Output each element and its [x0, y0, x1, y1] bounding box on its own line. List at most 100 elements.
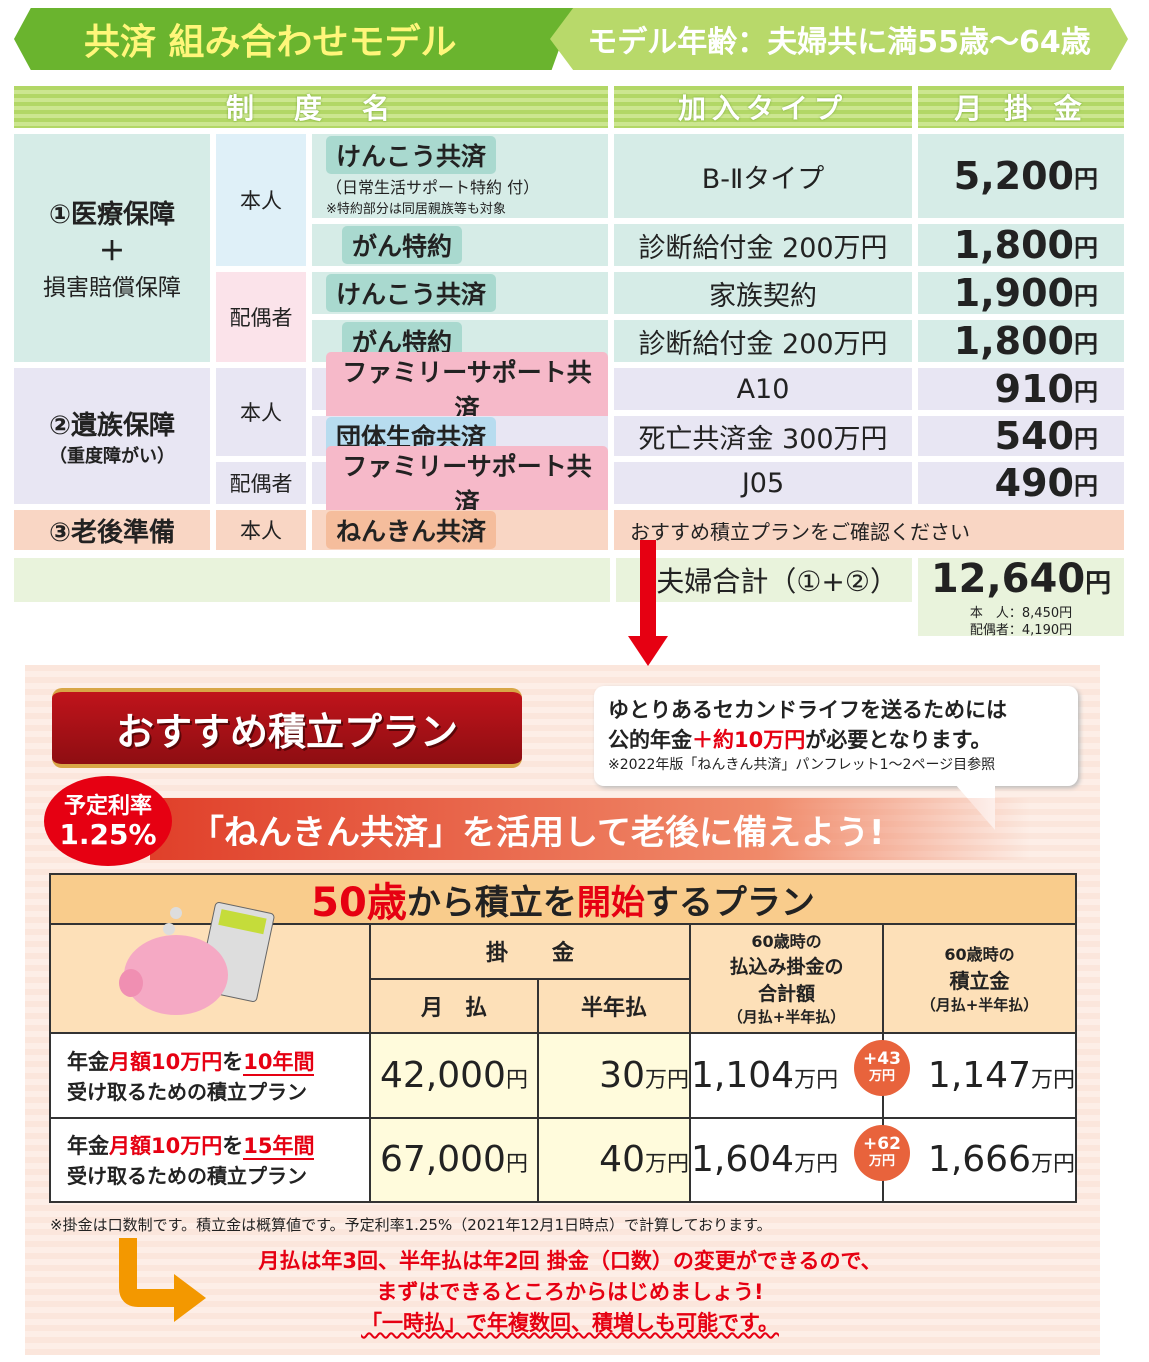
bubble-highlight: ＋約10万円	[692, 728, 806, 752]
group-label: ①医療保障	[48, 200, 175, 230]
speech-bubble: ゆとりあるセカンドライフを送るためには 公的年金＋約10万円が必要となります。 …	[594, 686, 1078, 786]
header-monthly: 月 掛 金	[918, 86, 1124, 128]
unit: 万円	[1030, 1152, 1075, 1178]
amount: 1,800	[953, 319, 1074, 363]
unit: 万円	[644, 1152, 689, 1178]
col-total: 60歳時の 払込み掛金の 合計額 （月払+半年払）	[689, 923, 884, 1035]
value: 1,104	[691, 1055, 795, 1097]
arrow-down-icon	[640, 540, 656, 636]
plan-note: （日常生活サポート特約 付）	[326, 178, 540, 197]
desc-part: 年金	[67, 1134, 109, 1159]
amount: 910	[994, 367, 1074, 411]
plan-cell: ファミリーサポート共済	[312, 446, 608, 520]
ribbon-banner: おすすめ積立プラン	[52, 688, 522, 768]
type-cell: 診断給付金 200万円	[614, 224, 912, 266]
unit: 円	[505, 1152, 528, 1178]
slogan-band	[150, 798, 1030, 860]
value: 1,147	[927, 1055, 1031, 1097]
unit: 円	[1074, 164, 1098, 193]
desc-line: 受け取るための積立プラン	[67, 1080, 307, 1105]
plan-cell: ねんきん共済	[312, 510, 608, 550]
desc-part: 15年間	[243, 1134, 315, 1161]
person-spouse: 配偶者	[216, 462, 306, 504]
paid-cell: 1,104万円 +43 万円	[689, 1032, 910, 1119]
rate-value: 1.25%	[59, 818, 157, 851]
unit: 円	[1074, 471, 1098, 500]
message-line: 月払は年3回、半年払は年2回 掛金（口数）の変更ができるので、	[258, 1249, 882, 1273]
gain-badge: +43 万円	[854, 1040, 910, 1097]
unit: 円	[1074, 377, 1098, 406]
plan-name: ファミリーサポート共済	[326, 446, 608, 520]
unit: 円	[505, 1068, 528, 1094]
unit: 円	[1074, 233, 1098, 262]
plan-cell: けんこう共済	[312, 272, 608, 314]
arrow-turn-right-icon	[119, 1238, 206, 1322]
plan-row: 年金月額10万円を15年間 受け取るための積立プラン 67,000円 40万円 1…	[49, 1116, 1077, 1204]
amount: 490	[994, 461, 1074, 505]
unit: 万円	[794, 1152, 839, 1178]
type-cell: おすすめ積立プランをご確認ください	[614, 510, 1124, 550]
col-line: 払込み掛金の	[729, 956, 844, 979]
header-type: 加入タイプ	[614, 86, 912, 128]
value: 40	[599, 1139, 645, 1181]
plan-name: けんこう共済	[326, 136, 497, 174]
unit: 円	[1074, 281, 1098, 310]
model-age: モデル年齢：夫婦共に満55歳〜64歳	[587, 25, 1091, 60]
arrow-head-icon	[628, 636, 668, 666]
total-spacer	[14, 558, 610, 602]
desc-part: 10年間	[243, 1050, 315, 1077]
message-line: 「一時払」で年複数回、積増しも可能です。	[361, 1311, 779, 1335]
unit: 万円	[868, 1153, 895, 1169]
type-cell: B-Ⅱタイプ	[614, 134, 912, 218]
value: 42,000	[380, 1055, 506, 1097]
value: 1,604	[691, 1139, 795, 1181]
model-age-banner: モデル年齢：夫婦共に満55歳〜64歳	[550, 8, 1128, 70]
title-part: 50歳	[311, 880, 407, 926]
total-self: 本 人：8,450円	[969, 606, 1073, 621]
col-line: 合計額	[757, 983, 815, 1006]
plan-desc: 年金月額10万円を15年間 受け取るための積立プラン	[49, 1116, 371, 1204]
amount-cell: 1,800 円	[918, 319, 1124, 363]
title-part: するプラン	[644, 882, 815, 923]
amount-cell: 490 円	[918, 461, 1124, 505]
amount: 1,900	[953, 271, 1074, 315]
plan-name: ねんきん共済	[326, 511, 497, 549]
unit: 円	[1074, 424, 1098, 453]
unit: 万円	[644, 1068, 689, 1094]
desc-part: を	[222, 1134, 244, 1159]
bubble-note: ※2022年版「ねんきん共済」パンフレット1〜2ページ目参照	[608, 757, 996, 773]
header-plan-name: 制 度 名	[14, 86, 608, 128]
bubble-text: ゆとりあるセカンドライフを送るためには	[608, 698, 1007, 722]
amount: 1,800	[953, 223, 1074, 267]
plan-desc: 年金月額10万円を10年間 受け取るための積立プラン	[49, 1032, 371, 1119]
person-self: 本人	[216, 510, 306, 550]
total-box: 12,640円 本 人：8,450円 配偶者：4,190円	[918, 558, 1124, 638]
desc-line: 受け取るための積立プラン	[67, 1164, 307, 1189]
accum-cell: 1,147万円	[882, 1032, 1077, 1119]
col-monthly: 月 払	[369, 978, 539, 1035]
rate-badge: 予定利率 1.25%	[44, 776, 172, 866]
col-line: 60歳時の	[944, 944, 1015, 964]
col-half: 半年払	[537, 978, 691, 1035]
amount: 540	[994, 414, 1074, 458]
gain: +62	[863, 1133, 901, 1154]
value: 30	[599, 1055, 645, 1097]
col-line: （月払+半年払）	[920, 995, 1039, 1014]
group-medical: ①医療保障 ＋ 損害賠償保障	[14, 134, 210, 362]
monthly-cell: 42,000円	[369, 1032, 539, 1119]
gain-badge: +62 万円	[854, 1124, 910, 1181]
half-cell: 30万円	[537, 1032, 691, 1119]
unit: 万円	[1030, 1068, 1075, 1094]
accum-cell: 1,666万円	[882, 1116, 1077, 1204]
footnote: ※掛金は口数制です。積立金は概算値です。予定利率1.25%（2021年12月1日…	[50, 1216, 772, 1234]
total-label: 夫婦合計（①+②）	[616, 558, 912, 602]
plan-grid: 掛 金 60歳時の 払込み掛金の 合計額 （月払+半年払） 60歳時の 積立金 （月払+半…	[49, 923, 1077, 1204]
desc-part: 年金	[67, 1050, 109, 1075]
plan-cell: がん特約	[312, 224, 608, 266]
bubble-text: 公的年金	[608, 728, 692, 752]
group-sub: （重度障がい）	[49, 445, 175, 467]
desc-part: 月額10万円	[109, 1050, 223, 1075]
group-label: ②遺族保障	[48, 410, 175, 441]
gain: +43	[863, 1049, 901, 1070]
paid-cell: 1,604万円 +62 万円	[689, 1116, 910, 1204]
